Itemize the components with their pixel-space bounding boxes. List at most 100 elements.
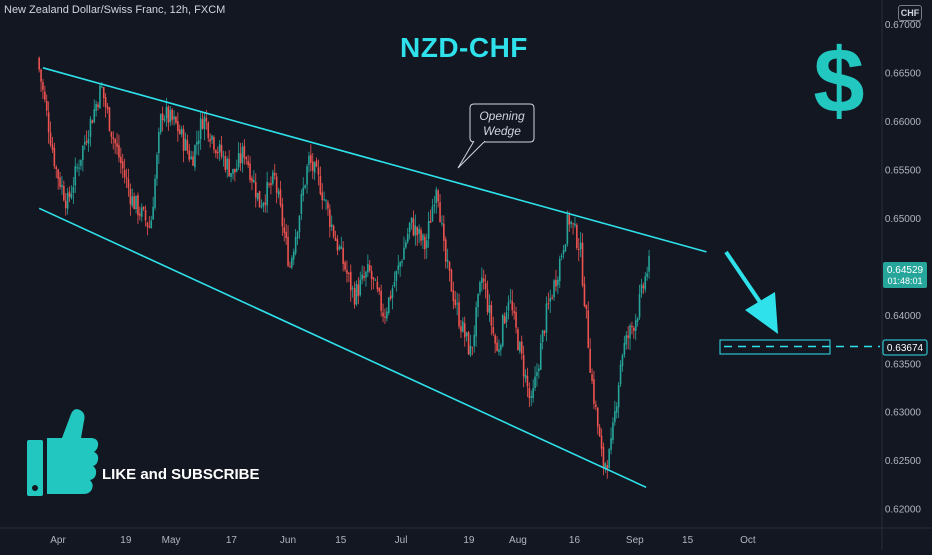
candle xyxy=(47,112,50,133)
candle xyxy=(258,191,261,208)
candle xyxy=(348,273,350,275)
candle xyxy=(344,262,346,270)
time-tick-label: Aug xyxy=(509,535,527,546)
candle xyxy=(38,57,40,70)
candle xyxy=(44,91,46,100)
candle xyxy=(167,106,170,123)
candle xyxy=(216,151,219,154)
candle xyxy=(342,247,344,264)
candle xyxy=(368,265,371,271)
candle xyxy=(585,304,588,309)
candle xyxy=(462,321,464,332)
candle xyxy=(408,222,411,233)
candle xyxy=(454,299,457,306)
price-tick-label: 0.66000 xyxy=(885,117,922,128)
candle xyxy=(83,141,86,145)
svg-text:$: $ xyxy=(813,30,864,132)
candle xyxy=(648,255,650,272)
candle xyxy=(313,162,316,173)
candle xyxy=(602,446,605,468)
candle xyxy=(583,284,586,307)
time-tick-label: 17 xyxy=(226,535,238,546)
price-tick-label: 0.63500 xyxy=(885,359,922,370)
candle xyxy=(522,354,525,377)
candle xyxy=(245,157,248,160)
candle xyxy=(473,334,476,347)
candle xyxy=(503,316,506,324)
candle xyxy=(627,335,629,338)
candle xyxy=(389,295,392,299)
candle xyxy=(135,195,137,210)
candle xyxy=(482,278,485,282)
candle xyxy=(197,140,200,144)
candle xyxy=(234,168,236,173)
candle xyxy=(256,192,259,200)
candle xyxy=(444,239,447,262)
candle xyxy=(190,156,192,159)
time-tick-label: 19 xyxy=(120,535,132,546)
candle xyxy=(469,345,472,356)
candle xyxy=(519,342,521,352)
candle xyxy=(129,188,132,205)
candle xyxy=(142,207,145,209)
candle xyxy=(456,303,458,305)
candle xyxy=(465,332,468,337)
candle xyxy=(593,379,595,404)
candle xyxy=(384,316,386,318)
candle xyxy=(431,206,434,222)
price-tick-label: 0.63000 xyxy=(885,408,922,419)
candle xyxy=(235,168,238,172)
candle xyxy=(306,166,308,185)
candle xyxy=(266,181,268,206)
candle xyxy=(359,279,362,296)
candle xyxy=(574,223,576,226)
down-arrow-icon xyxy=(724,250,778,334)
candle xyxy=(557,279,559,286)
price-tick-label: 0.62000 xyxy=(885,505,922,516)
candle xyxy=(82,146,84,160)
candle xyxy=(95,103,97,111)
candle xyxy=(547,303,550,305)
currency-badge[interactable]: CHF xyxy=(898,5,922,21)
candle xyxy=(114,139,116,144)
svg-text:01:48:01: 01:48:01 xyxy=(887,276,922,286)
dollar-sign-icon: $ xyxy=(813,30,864,132)
candle xyxy=(549,298,552,302)
candle xyxy=(311,161,314,171)
candle xyxy=(351,287,354,289)
candle xyxy=(406,233,409,242)
candle xyxy=(220,145,223,157)
candle xyxy=(70,193,73,199)
candle xyxy=(479,282,481,293)
candle xyxy=(133,196,135,210)
candle xyxy=(435,189,438,204)
candle xyxy=(425,240,428,248)
candle xyxy=(237,152,240,168)
candle xyxy=(600,435,603,449)
candle xyxy=(401,261,403,263)
candle xyxy=(253,180,255,183)
candle xyxy=(391,288,394,298)
time-tick-label: Sep xyxy=(626,535,644,546)
candle xyxy=(317,167,320,175)
time-axis[interactable]: Apr 19 May 17 Jun 15 Jul 19 Aug 16 Sep 15 Oct xyxy=(50,535,756,546)
candle xyxy=(226,158,229,170)
candle xyxy=(336,239,339,251)
candle xyxy=(315,160,318,167)
candle xyxy=(576,224,578,249)
candle xyxy=(64,200,67,209)
candle xyxy=(376,281,379,290)
candle xyxy=(123,170,126,177)
candle xyxy=(268,183,270,185)
upper-trendline[interactable] xyxy=(42,67,707,253)
candle xyxy=(59,177,61,187)
lower-trendline[interactable] xyxy=(38,207,647,489)
candle xyxy=(553,280,555,298)
candle xyxy=(579,242,582,250)
candle xyxy=(137,195,139,216)
candle xyxy=(492,327,495,334)
candle xyxy=(446,259,449,262)
candle xyxy=(102,87,105,98)
